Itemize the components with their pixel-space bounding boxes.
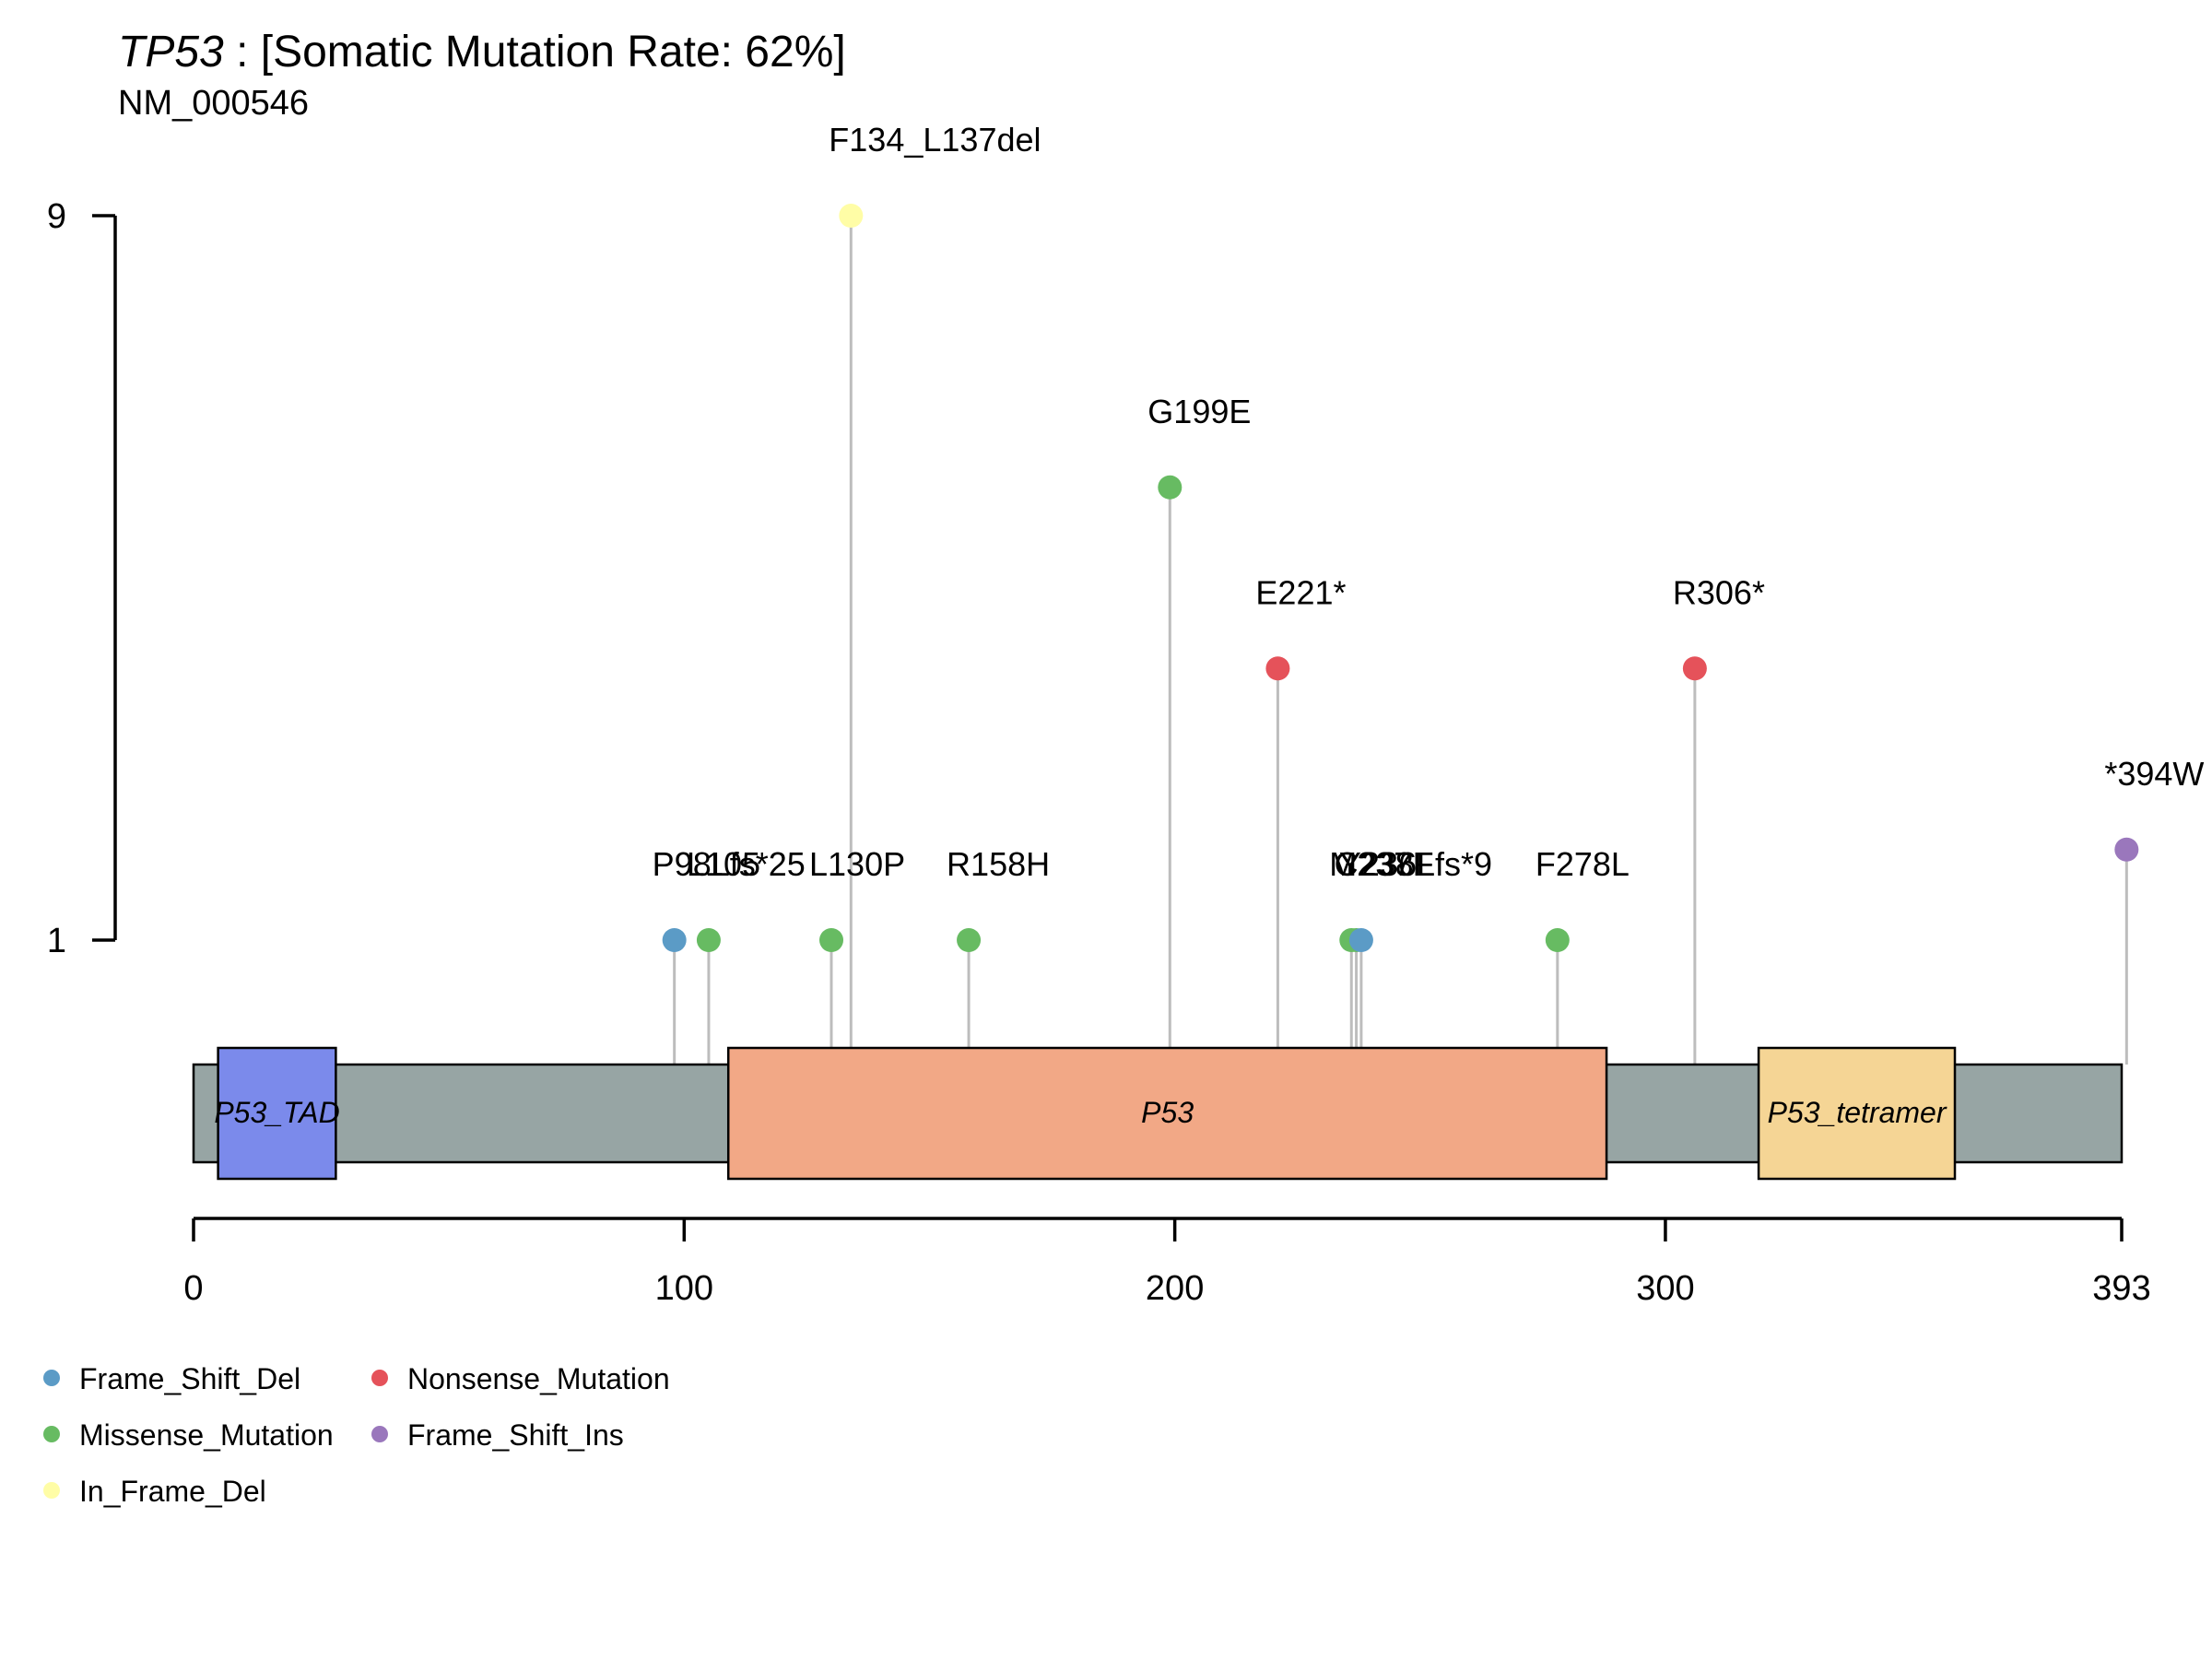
mutation-label-f278l: F278L bbox=[1535, 845, 1630, 883]
legend-dot-nonsense-mutation bbox=[371, 1370, 388, 1386]
mutation-label-y236lfs-9: Y236Lfs*9 bbox=[1339, 845, 1492, 883]
lollipop-l105 bbox=[696, 928, 721, 952]
mutation-label-c238f: C238F bbox=[1335, 845, 1434, 883]
lollipop-394w bbox=[2114, 837, 2139, 862]
domain-p53-tad bbox=[217, 1046, 337, 1181]
x-axis: 0 100 200 300 393 bbox=[183, 1217, 2151, 1308]
x-tick-label-393: 393 bbox=[2092, 1269, 2150, 1308]
domain-label-p53-tetramer: P53_tetramer bbox=[1768, 1096, 1947, 1129]
domain-label-p53-tad: P53_TAD bbox=[214, 1096, 339, 1129]
lollipop-e221 bbox=[1265, 656, 1290, 681]
chart-title: TP53 : [Somatic Mutation Rate: 62%] bbox=[118, 28, 846, 76]
lollipop-p98lfs-25 bbox=[662, 928, 687, 952]
chart-title-rest: : [Somatic Mutation Rate: 62%] bbox=[224, 28, 846, 76]
legend-dot-missense-mutation bbox=[43, 1426, 60, 1442]
mutation-label-394w: *394W bbox=[2104, 755, 2204, 793]
legend-label-frame-shift-del: Frame_Shift_Del bbox=[79, 1362, 300, 1395]
mutation-label-g199e: G199E bbox=[1147, 393, 1251, 430]
legend: Frame_Shift_Del Nonsense_Mutation Missense… bbox=[43, 1362, 670, 1508]
legend-label-nonsense-mutation: Nonsense_Mutation bbox=[407, 1362, 670, 1395]
y-tick-label-1: 1 bbox=[47, 922, 66, 960]
lollipop-f278l bbox=[1545, 928, 1570, 952]
legend-label-frame-shift-ins: Frame_Shift_Ins bbox=[407, 1418, 624, 1452]
chart-subtitle: NM_000546 bbox=[118, 84, 309, 123]
lollipop-f134-l137del bbox=[839, 204, 864, 228]
lollipop-r306 bbox=[1682, 656, 1707, 681]
y-axis: 19 bbox=[47, 197, 117, 960]
y-tick-label-9: 9 bbox=[47, 197, 66, 236]
domain-p53-tetramer bbox=[1757, 1046, 1957, 1181]
lollipop-heads bbox=[662, 204, 2139, 952]
mutation-label-m237i: M237I bbox=[1329, 845, 1421, 883]
mutation-label-r306: R306* bbox=[1673, 573, 1765, 611]
mutation-label-e221: E221* bbox=[1255, 573, 1346, 611]
protein-track: P53_TAD P53 P53_tetramer bbox=[192, 1046, 2124, 1181]
x-tick-label-0: 0 bbox=[183, 1269, 203, 1308]
legend-dot-frame-shift-del bbox=[43, 1370, 60, 1386]
lollipop-r158h bbox=[957, 928, 982, 952]
mutation-label-f134-l137del: F134_L137del bbox=[829, 121, 1041, 159]
legend-dot-frame-shift-ins bbox=[371, 1426, 388, 1442]
chart-title-gene: TP53 bbox=[118, 28, 224, 76]
mutation-label-l130p: L130P bbox=[809, 845, 905, 883]
x-tick-label-200: 200 bbox=[1146, 1269, 1204, 1308]
legend-label-in-frame-del: In_Frame_Del bbox=[79, 1475, 266, 1508]
mutation-label-r158h: R158H bbox=[947, 845, 1050, 883]
lollipop-l130p bbox=[819, 928, 844, 952]
lollipop-g199e bbox=[1158, 475, 1182, 500]
legend-dot-in-frame-del bbox=[43, 1482, 60, 1499]
mutation-label-p98lfs-25: P98Lfs*25 bbox=[653, 845, 806, 883]
legend-label-missense-mutation: Missense_Mutation bbox=[79, 1418, 334, 1452]
x-tick-label-100: 100 bbox=[655, 1269, 713, 1308]
lollipop-y236lfs-9 bbox=[1348, 928, 1373, 952]
mutation-label-l105: L105 bbox=[687, 845, 760, 883]
domain-p53 bbox=[726, 1046, 1608, 1181]
domain-label-p53: P53 bbox=[1141, 1096, 1194, 1129]
x-tick-label-300: 300 bbox=[1636, 1269, 1694, 1308]
lollipop-stems bbox=[673, 216, 2128, 1065]
